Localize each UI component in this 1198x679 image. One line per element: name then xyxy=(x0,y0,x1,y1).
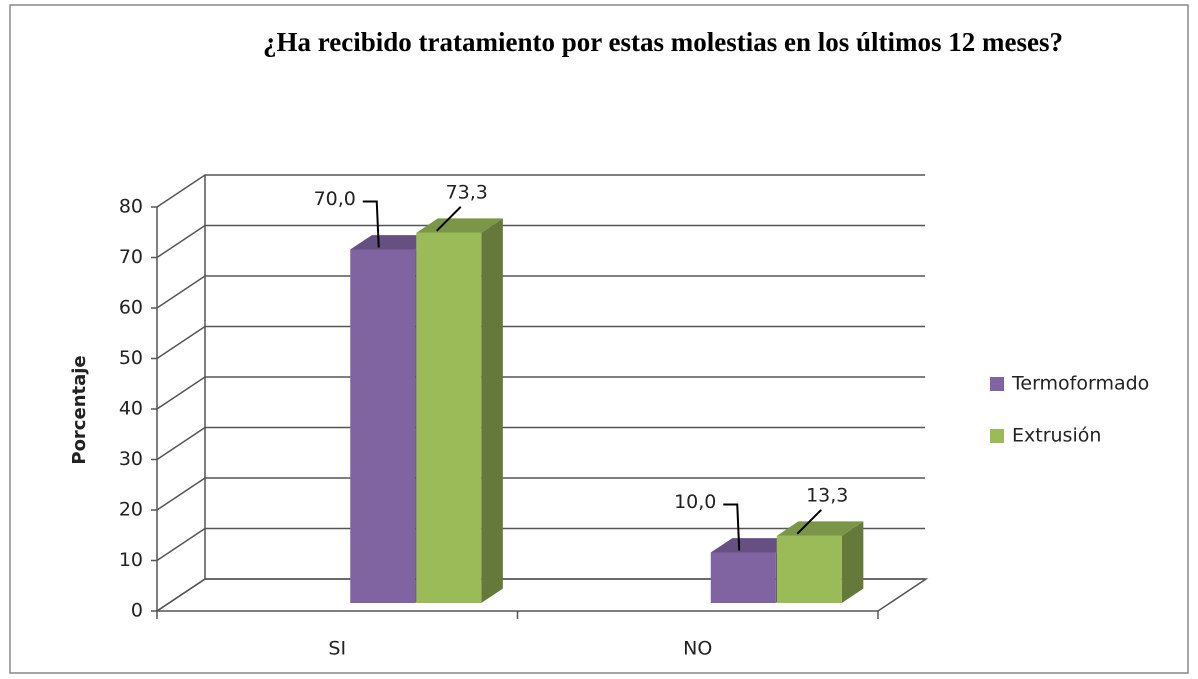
y-tick-label: 20 xyxy=(119,499,143,521)
bar-top xyxy=(710,538,798,553)
x-tick-label: NO xyxy=(683,638,712,660)
y-tick-label: 40 xyxy=(119,398,143,420)
leader-line xyxy=(436,206,462,232)
grid-line xyxy=(156,376,925,410)
legend-label: Extrusión xyxy=(1012,425,1101,447)
leader-line xyxy=(796,509,822,535)
x-tick-label: SI xyxy=(328,638,346,660)
y-axis-label: Porcentaje xyxy=(69,355,90,464)
bar xyxy=(416,232,482,603)
bar xyxy=(776,535,842,603)
bar xyxy=(350,249,416,603)
bar-side xyxy=(841,521,864,603)
bar-side xyxy=(481,218,503,603)
y-tick-label: 30 xyxy=(119,448,143,470)
y-tick-label: 60 xyxy=(119,297,143,319)
y-tick-label: 10 xyxy=(119,549,143,571)
legend-label: Termoformado xyxy=(1011,373,1149,395)
y-tick-label: 70 xyxy=(119,246,143,268)
chart-title: ¿Ha recibido tratamiento por estas moles… xyxy=(263,27,1063,57)
y-tick-label: 50 xyxy=(119,347,143,369)
data-label: 10,0 xyxy=(674,491,716,513)
bar-top xyxy=(350,235,437,250)
grid-line xyxy=(156,578,925,612)
grid-line xyxy=(156,325,925,360)
leader-line xyxy=(362,200,380,248)
grid-line xyxy=(156,224,925,259)
leader-line xyxy=(723,503,741,551)
grid-line xyxy=(156,174,925,208)
grid-line xyxy=(156,527,925,562)
y-tick-label: 80 xyxy=(119,196,143,218)
grid-line xyxy=(156,426,925,461)
bar xyxy=(710,552,776,603)
grid-line xyxy=(156,275,925,309)
grid-line xyxy=(156,477,925,511)
y-tick-label: 0 xyxy=(131,600,143,622)
chart-border xyxy=(9,4,1189,674)
legend-swatch xyxy=(990,429,1004,443)
data-label: 70,0 xyxy=(314,188,356,210)
data-label: 73,3 xyxy=(446,181,488,203)
legend-swatch xyxy=(990,377,1004,391)
data-label: 13,3 xyxy=(806,484,848,506)
